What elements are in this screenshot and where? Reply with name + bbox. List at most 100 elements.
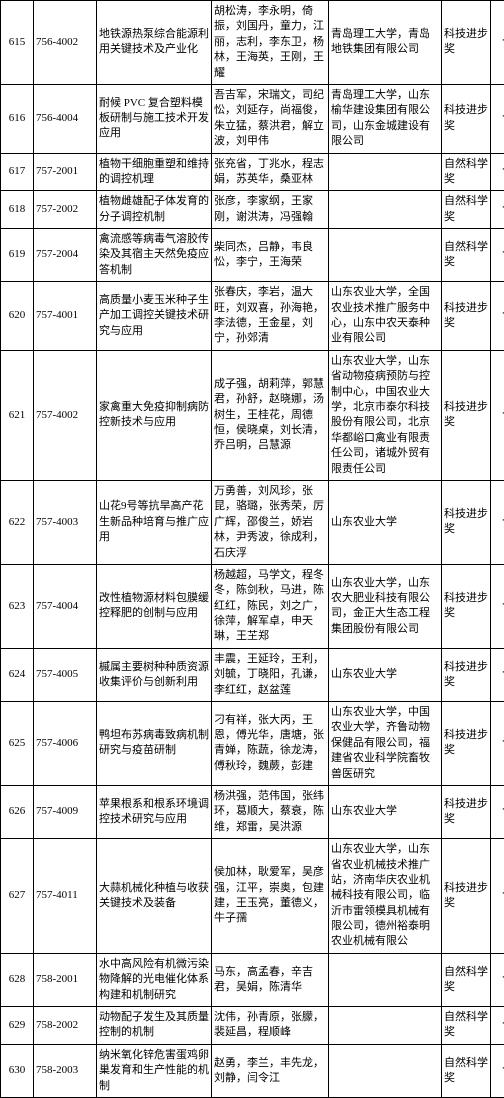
row-index: 617 [1, 153, 34, 191]
award-type: 科技进步奖 [442, 648, 491, 701]
status: 合格 [491, 350, 504, 480]
people-list: 杨洪强，范伟国，张纬环，葛顺大，蔡衰，陈维，郑雷，吴洪源 [212, 785, 329, 838]
status: 合格 [491, 839, 504, 954]
project-title: 动物配子发生及其质量控制的机制 [97, 1007, 212, 1045]
status: 合格 [491, 1044, 504, 1097]
organization: 山东农业大学，中国农业大学，齐鲁动物保健品有限公司，福建省农业科学院畜牧兽医研究 [329, 702, 442, 786]
award-type: 自然科学奖 [442, 153, 491, 191]
project-code: 757-4002 [34, 350, 97, 480]
project-title: 槭属主要树种种质资源收集评价与创新利用 [97, 648, 212, 701]
award-type: 科技进步奖 [442, 282, 491, 351]
people-list: 柴同杰，吕静，韦良忪，李宁，王海荣 [212, 229, 329, 282]
project-code: 758-2003 [34, 1044, 97, 1097]
project-code: 757-4004 [34, 564, 97, 648]
project-code: 757-4006 [34, 702, 97, 786]
project-code: 757-4005 [34, 648, 97, 701]
award-type: 科技进步奖 [442, 350, 491, 480]
row-index: 629 [1, 1007, 34, 1045]
project-title: 禽流感等病毒气溶胶传染及其宿主天然免疫应答机制 [97, 229, 212, 282]
data-table: 615756-4002地铁源热泵综合能源利用关键技术及产业化胡松涛，李永明，倚振… [0, 0, 504, 1098]
project-code: 757-2004 [34, 229, 97, 282]
people-list: 万勇善，刘风珍，张昆，骆璐，张秀荣，厉广辉，邵俊兰，娇岩林，尹秀波，徐成利，石庆… [212, 480, 329, 564]
table-row: 623757-4004改性植物源材料包膜缓控释肥的创制与应用杨越超，马学文，程冬… [1, 564, 504, 648]
row-index: 625 [1, 702, 34, 786]
award-type: 科技进步奖 [442, 564, 491, 648]
table-row: 625757-4006鸭坦布苏病毒致病机制研究与疫苗研制刁有祥，张大丙，王恩，傅… [1, 702, 504, 786]
project-code: 757-4001 [34, 282, 97, 351]
people-list: 马东，高孟春，辛吉君，吴娟，陈清华 [212, 953, 329, 1006]
people-list: 刁有祥，张大丙，王恩，傅光华，唐塘，张青婵，陈蔬，徐龙涛，傅秋玲，魏蕨，彭建 [212, 702, 329, 786]
status: 合格 [491, 785, 504, 838]
row-index: 621 [1, 350, 34, 480]
project-code: 757-2002 [34, 191, 97, 229]
organization: 山东农业大学，山东农大肥业科技有限公司，金正大生态工程集团股份有限公司 [329, 564, 442, 648]
award-type: 科技进步奖 [442, 702, 491, 786]
award-type: 自然科学奖 [442, 953, 491, 1006]
organization: 山东农业大学，山东省动物疫病预防与控制中心，中国农业大学，北京市泰尔科技股份有限… [329, 350, 442, 480]
row-index: 630 [1, 1044, 34, 1097]
organization [329, 1044, 442, 1097]
project-title: 鸭坦布苏病毒致病机制研究与疫苗研制 [97, 702, 212, 786]
project-code: 757-2001 [34, 153, 97, 191]
table-row: 619757-2004禽流感等病毒气溶胶传染及其宿主天然免疫应答机制柴同杰，吕静… [1, 229, 504, 282]
organization: 山东农业大学，山东省农业机械技术推广站，济南华庆农业机械科技有限公司，临沂市雷领… [329, 839, 442, 954]
people-list: 沈伟，孙青原，张朦，裴延昌，程顺峰 [212, 1007, 329, 1045]
status: 合格 [491, 480, 504, 564]
award-type: 自然科学奖 [442, 191, 491, 229]
table-row: 622757-4003山花9号等抗旱高产花生新品种培育与推广应用万勇善，刘风珍，… [1, 480, 504, 564]
status: 合格 [491, 229, 504, 282]
project-title: 地铁源热泵综合能源利用关键技术及产业化 [97, 1, 212, 85]
table-row: 620757-4001高质量小麦玉米种子生产加工调控关键技术研究与应用张春庆，李… [1, 282, 504, 351]
people-list: 杨越超，马学文，程冬冬，陈剑秋，马进，陈红红，陈民，刘之广，徐萍，解军卓，申天琳… [212, 564, 329, 648]
award-type: 科技进步奖 [442, 839, 491, 954]
project-title: 家禽重大免疫抑制病防控新技术与应用 [97, 350, 212, 480]
table-row: 630758-2003纳米氧化锌危害蛋鸡卵巢发育和生产性能的机制赵勇，李兰，丰先… [1, 1044, 504, 1097]
row-index: 627 [1, 839, 34, 954]
people-list: 成子强，胡莉萍，郭慧君，孙舒，赵晓娜，汤树生，王桂花，周德恒，侯晓桌，刘长清，乔… [212, 350, 329, 480]
project-title: 植物雌雄配子体发育的分子调控机制 [97, 191, 212, 229]
organization [329, 191, 442, 229]
table-row: 624757-4005槭属主要树种种质资源收集评价与创新利用丰震，王延玲，王利，… [1, 648, 504, 701]
project-title: 高质量小麦玉米种子生产加工调控关键技术研究与应用 [97, 282, 212, 351]
project-code: 758-2002 [34, 1007, 97, 1045]
project-code: 757-4009 [34, 785, 97, 838]
project-title: 植物干细胞重塑和维持的调控机理 [97, 153, 212, 191]
project-title: 改性植物源材料包膜缓控释肥的创制与应用 [97, 564, 212, 648]
organization: 青岛理工大学，山东榆华建设集团有限公司，山东金城建设有限公司 [329, 84, 442, 153]
table-row: 616756-4004耐候 PVC 复合塑料模板研制与施工技术开发应用吾吉军，宋… [1, 84, 504, 153]
people-list: 吾吉军，宋瑞文，司纪忪，刘延存，尚福俊，朱立猛，蔡洪君，解立波，刘甲伟 [212, 84, 329, 153]
project-code: 757-4011 [34, 839, 97, 954]
organization: 青岛理工大学，青岛地铁集团有限公司 [329, 1, 442, 85]
project-code: 756-4004 [34, 84, 97, 153]
project-code: 756-4002 [34, 1, 97, 85]
project-title: 耐候 PVC 复合塑料模板研制与施工技术开发应用 [97, 84, 212, 153]
organization [329, 1007, 442, 1045]
organization: 山东农业大学 [329, 480, 442, 564]
organization: 山东农业大学 [329, 785, 442, 838]
project-title: 山花9号等抗旱高产花生新品种培育与推广应用 [97, 480, 212, 564]
project-title: 苹果根系和根系环境调控技术研究与应用 [97, 785, 212, 838]
status: 合格 [491, 153, 504, 191]
award-type: 科技进步奖 [442, 84, 491, 153]
table-row: 629758-2002动物配子发生及其质量控制的机制沈伟，孙青原，张朦，裴延昌，… [1, 1007, 504, 1045]
row-index: 618 [1, 191, 34, 229]
row-index: 616 [1, 84, 34, 153]
row-index: 620 [1, 282, 34, 351]
organization [329, 229, 442, 282]
row-index: 623 [1, 564, 34, 648]
table-row: 628758-2001水中高风险有机微污染物降解的光电催化体系构建和机制研究马东… [1, 953, 504, 1006]
people-list: 侯加林，耿爱军，吴彦强，江平，崇奥，包建建，王玉亮，董德义，牛子孺 [212, 839, 329, 954]
people-list: 张充省，丁兆水，程志娟，苏英华，桑亚林 [212, 153, 329, 191]
project-title: 大蒜机械化种植与收获关键技术及装备 [97, 839, 212, 954]
row-index: 619 [1, 229, 34, 282]
people-list: 丰震，王延玲，王利，刘毓，丁晓阳，孔谦，李红红，赵盆莲 [212, 648, 329, 701]
row-index: 628 [1, 953, 34, 1006]
status: 合格 [491, 564, 504, 648]
award-type: 自然科学奖 [442, 229, 491, 282]
people-list: 胡松涛，李永明，倚振，刘国丹，童力，江丽，志利，李东卫，杨林，王海英，王刚，王耀 [212, 1, 329, 85]
status: 合格 [491, 84, 504, 153]
status: 合格 [491, 953, 504, 1006]
status: 合格 [491, 1, 504, 85]
table-row: 615756-4002地铁源热泵综合能源利用关键技术及产业化胡松涛，李永明，倚振… [1, 1, 504, 85]
organization [329, 953, 442, 1006]
